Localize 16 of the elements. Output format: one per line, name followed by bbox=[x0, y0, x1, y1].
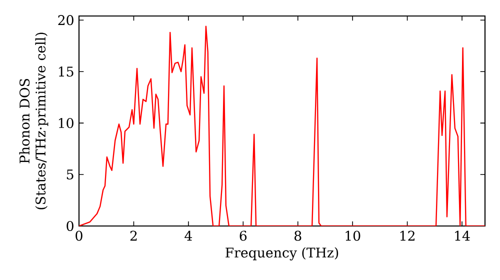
y-tick-label: 10 bbox=[58, 118, 74, 128]
y-tick-label: 0 bbox=[66, 220, 74, 232]
x-tick-label: 12 bbox=[400, 230, 414, 241]
line-series bbox=[79, 26, 485, 226]
y-tick-label: 15 bbox=[58, 66, 74, 77]
y-axis-title: Phonon DOS (States/THz·primitive cell) bbox=[19, 32, 48, 210]
y-tick-label: 20 bbox=[58, 15, 74, 26]
x-tick-label: 2 bbox=[130, 230, 137, 241]
x-tick-label: 14 bbox=[455, 230, 470, 241]
x-tick-label: 4 bbox=[184, 230, 192, 241]
x-tick-label: 8 bbox=[294, 230, 302, 241]
x-axis-title: Frequency (THz) bbox=[226, 247, 338, 260]
y-tick-label: 5 bbox=[66, 170, 74, 180]
x-tick-label: 6 bbox=[240, 230, 247, 241]
x-tick-label: 10 bbox=[346, 230, 360, 241]
x-tick-label: 0 bbox=[76, 230, 82, 241]
